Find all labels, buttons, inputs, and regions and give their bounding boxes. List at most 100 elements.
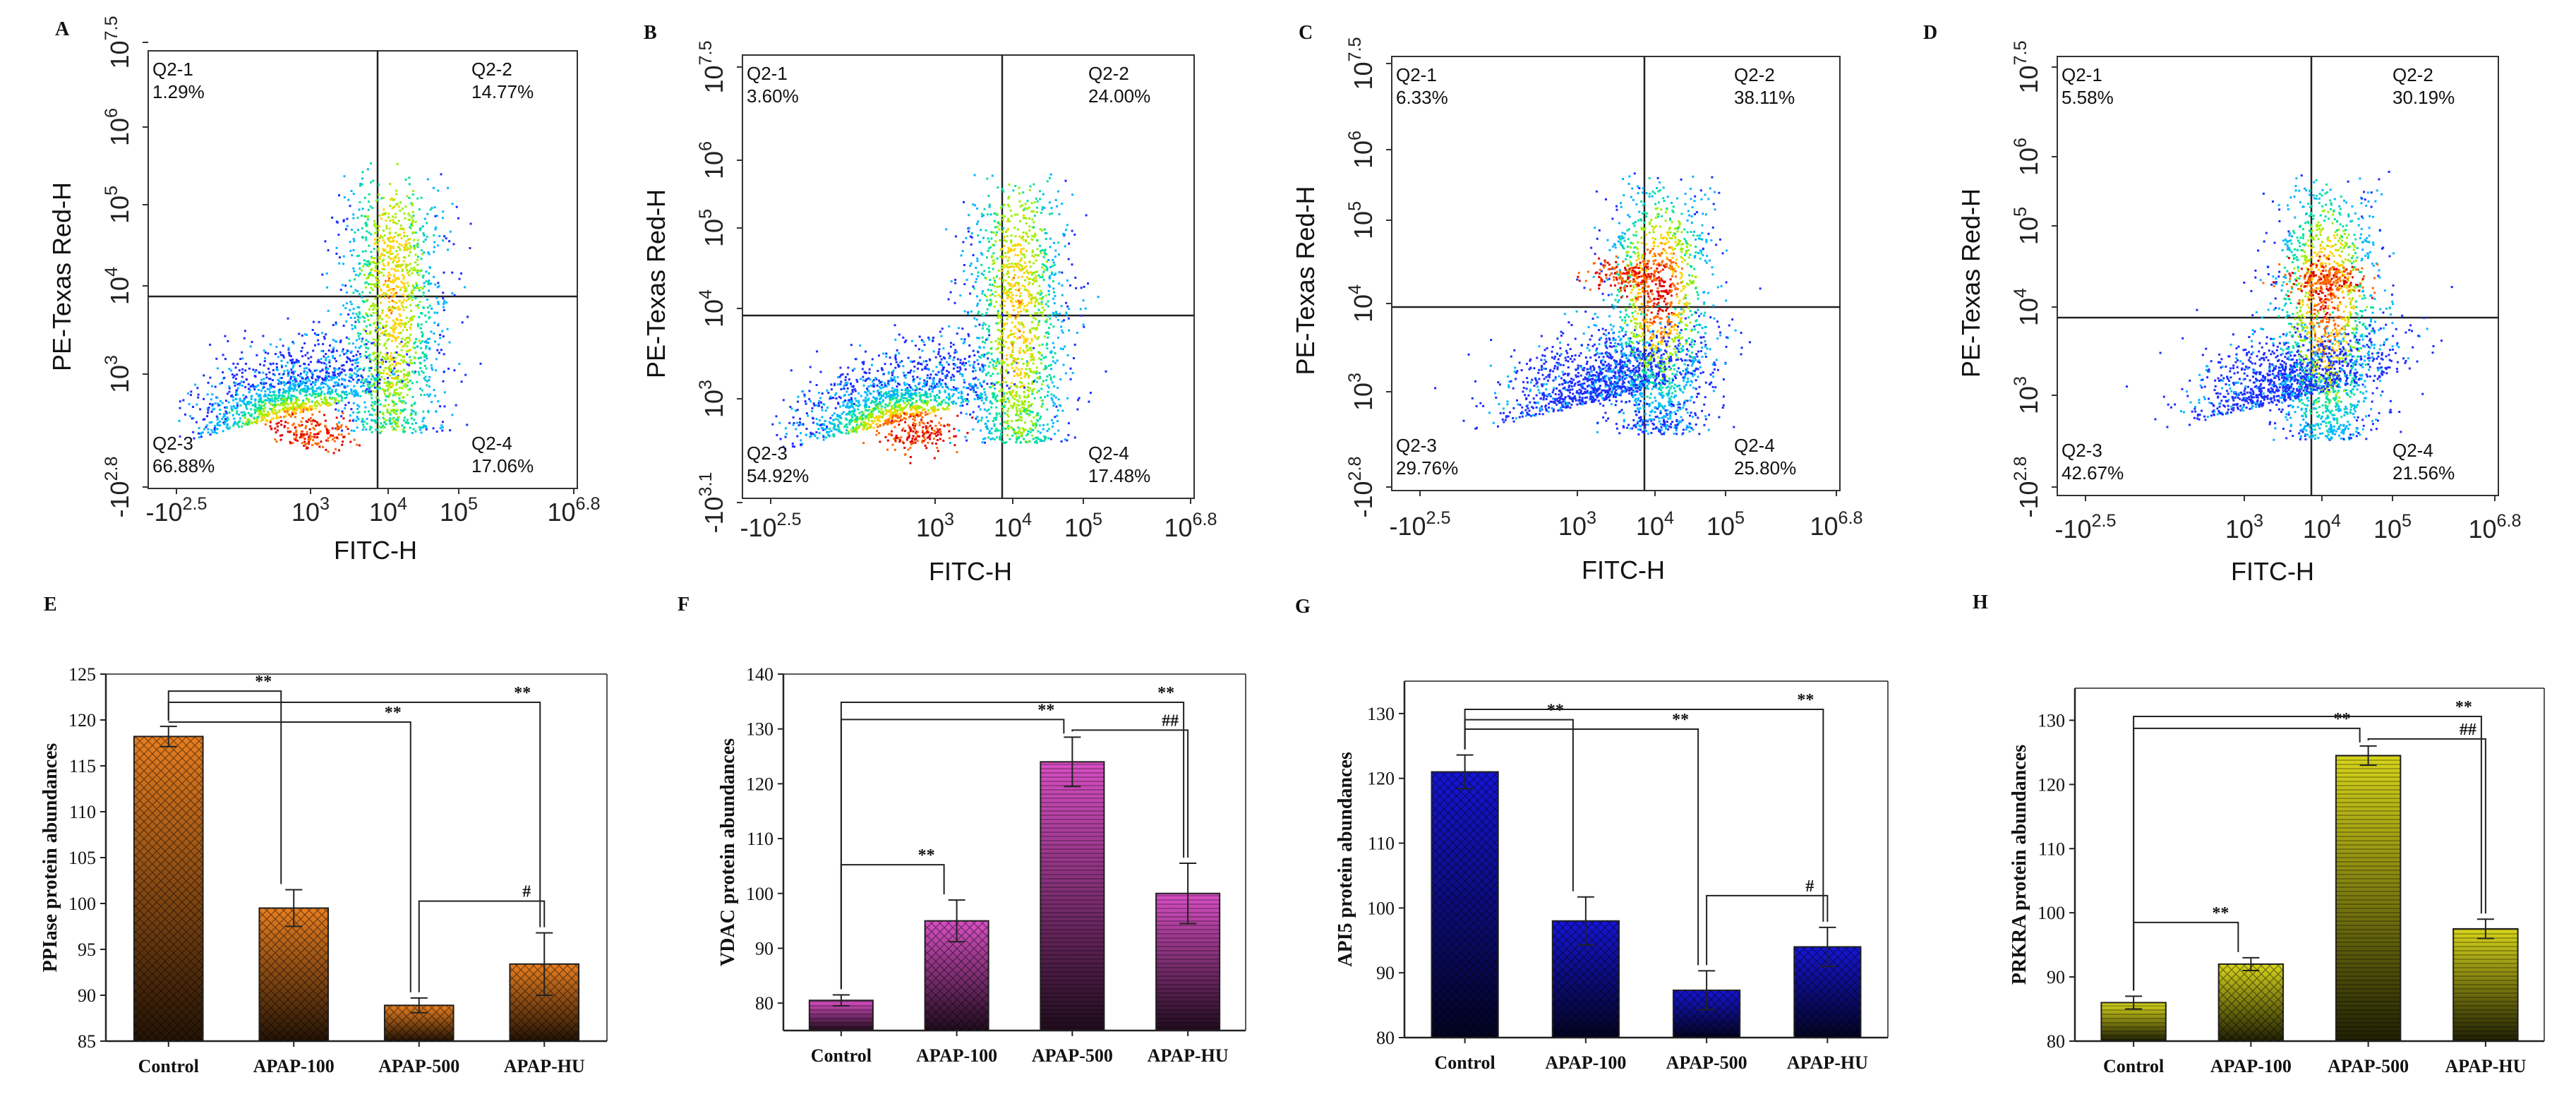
- event-dot: [375, 224, 378, 227]
- event-dot: [436, 349, 439, 352]
- event-dot: [412, 215, 415, 217]
- event-dot: [1049, 246, 1052, 248]
- event-dot: [389, 248, 392, 251]
- event-dot: [896, 385, 898, 388]
- event-dot: [1014, 244, 1016, 246]
- event-dot: [358, 320, 361, 323]
- event-dot: [390, 312, 393, 315]
- event-dot: [210, 385, 213, 388]
- event-dot: [446, 328, 449, 330]
- event-dot: [387, 366, 390, 368]
- event-dot: [1041, 263, 1044, 265]
- event-dot: [1051, 398, 1054, 401]
- event-dot: [375, 339, 378, 342]
- event-dot: [402, 277, 405, 280]
- event-dot: [347, 337, 350, 340]
- event-dot: [407, 271, 409, 273]
- event-dot: [262, 401, 265, 404]
- event-dot: [1020, 252, 1023, 255]
- event-dot: [409, 263, 411, 265]
- event-dot: [223, 413, 226, 416]
- event-dot: [858, 425, 861, 428]
- event-dot: [999, 338, 1001, 341]
- event-dot: [418, 208, 421, 211]
- event-dot: [395, 260, 398, 263]
- event-dot: [319, 404, 322, 407]
- event-dot: [887, 372, 890, 375]
- event-dot: [1007, 407, 1010, 410]
- event-dot: [317, 333, 320, 336]
- event-dot: [948, 357, 951, 359]
- event-dot: [829, 421, 831, 424]
- event-dot: [313, 332, 316, 335]
- event-dot: [1066, 305, 1069, 308]
- event-dot: [1010, 239, 1013, 242]
- event-dot: [240, 380, 243, 383]
- event-dot: [868, 371, 871, 374]
- event-dot: [393, 295, 396, 298]
- event-dot: [390, 268, 393, 270]
- event-dot: [403, 290, 406, 293]
- event-dot: [989, 401, 992, 404]
- event-dot: [934, 395, 937, 398]
- event-dot: [375, 282, 378, 285]
- event-dot: [1013, 244, 1016, 247]
- event-dot-hot: [284, 421, 287, 424]
- event-dot: [878, 385, 881, 388]
- event-dot: [955, 388, 957, 390]
- event-dot: [245, 405, 248, 408]
- event-dot: [1025, 396, 1028, 399]
- event-dot-hot: [295, 436, 298, 438]
- event-dot: [283, 402, 286, 405]
- event-dot-hot: [303, 445, 306, 447]
- event-dot: [383, 418, 385, 421]
- event-dot: [327, 349, 330, 352]
- event-dot: [1014, 253, 1017, 256]
- event-dot: [425, 428, 428, 431]
- event-dot: [408, 197, 411, 199]
- event-dot: [445, 301, 448, 304]
- event-dot: [319, 393, 322, 396]
- event-dot: [443, 235, 446, 238]
- event-dot: [357, 418, 360, 421]
- event-dot: [388, 280, 391, 282]
- event-dot: [392, 325, 395, 328]
- event-dot: [1006, 384, 1009, 387]
- event-dot: [255, 421, 258, 424]
- event-dot: [991, 358, 994, 361]
- event-dot: [932, 383, 935, 385]
- event-dot: [989, 361, 992, 364]
- event-dot: [198, 426, 200, 429]
- event-dot: [411, 296, 414, 299]
- event-dot: [1014, 361, 1017, 364]
- event-dot: [1024, 337, 1027, 340]
- event-dot: [412, 346, 415, 349]
- event-dot: [981, 313, 984, 316]
- event-dot: [381, 214, 384, 216]
- event-dot: [1035, 441, 1038, 444]
- event-dot: [1011, 391, 1013, 394]
- event-dot: [274, 400, 277, 403]
- event-dot: [848, 378, 850, 381]
- event-dot: [1016, 337, 1019, 340]
- event-dot: [1064, 345, 1066, 348]
- event-dot: [849, 400, 852, 403]
- event-dot: [371, 407, 374, 410]
- event-dot: [403, 234, 406, 237]
- event-dot: [277, 416, 280, 419]
- event-dot: [867, 419, 870, 422]
- event-dot: [989, 246, 992, 248]
- event-dot: [856, 418, 859, 421]
- event-dot: [306, 394, 308, 397]
- event-dot: [317, 339, 320, 342]
- event-dot: [937, 371, 940, 373]
- event-dot: [376, 319, 379, 322]
- event-dot: [325, 371, 327, 374]
- event-dot: [1028, 440, 1031, 443]
- event-dot: [915, 401, 917, 404]
- event-dot: [352, 249, 355, 251]
- event-dot: [345, 352, 348, 354]
- event-dot: [1031, 358, 1034, 361]
- event-dot: [292, 390, 295, 392]
- event-dot: [295, 361, 298, 364]
